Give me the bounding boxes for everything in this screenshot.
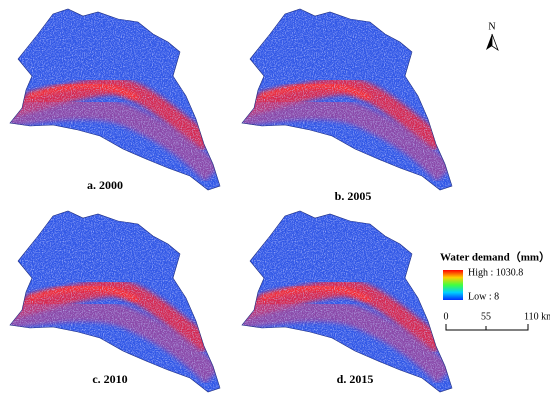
scale-tick-label: 110 km bbox=[524, 311, 550, 322]
north-label: N bbox=[488, 21, 495, 32]
panel-label: a. 2000 bbox=[87, 178, 123, 192]
map-panel bbox=[240, 206, 455, 396]
legend: Water demand（mm） High : 1030.8 Low : 8 bbox=[440, 251, 550, 303]
scale-bar: 0 55 110 km bbox=[444, 311, 550, 331]
map-panel bbox=[8, 206, 223, 396]
map-panel bbox=[240, 4, 455, 194]
panel-label: b. 2005 bbox=[335, 189, 372, 203]
color-ramp bbox=[443, 270, 463, 300]
scale-tick-label: 0 bbox=[444, 311, 449, 322]
north-arrow: N bbox=[486, 21, 499, 52]
legend-low: Low : 8 bbox=[468, 291, 499, 302]
scale-tick-label: 55 bbox=[481, 311, 491, 322]
panel-label: d. 2015 bbox=[337, 372, 374, 386]
map-panel bbox=[8, 4, 223, 194]
panel-label: c. 2010 bbox=[92, 372, 127, 386]
legend-title: Water demand（mm） bbox=[440, 251, 550, 264]
legend-high: High : 1030.8 bbox=[468, 267, 523, 278]
